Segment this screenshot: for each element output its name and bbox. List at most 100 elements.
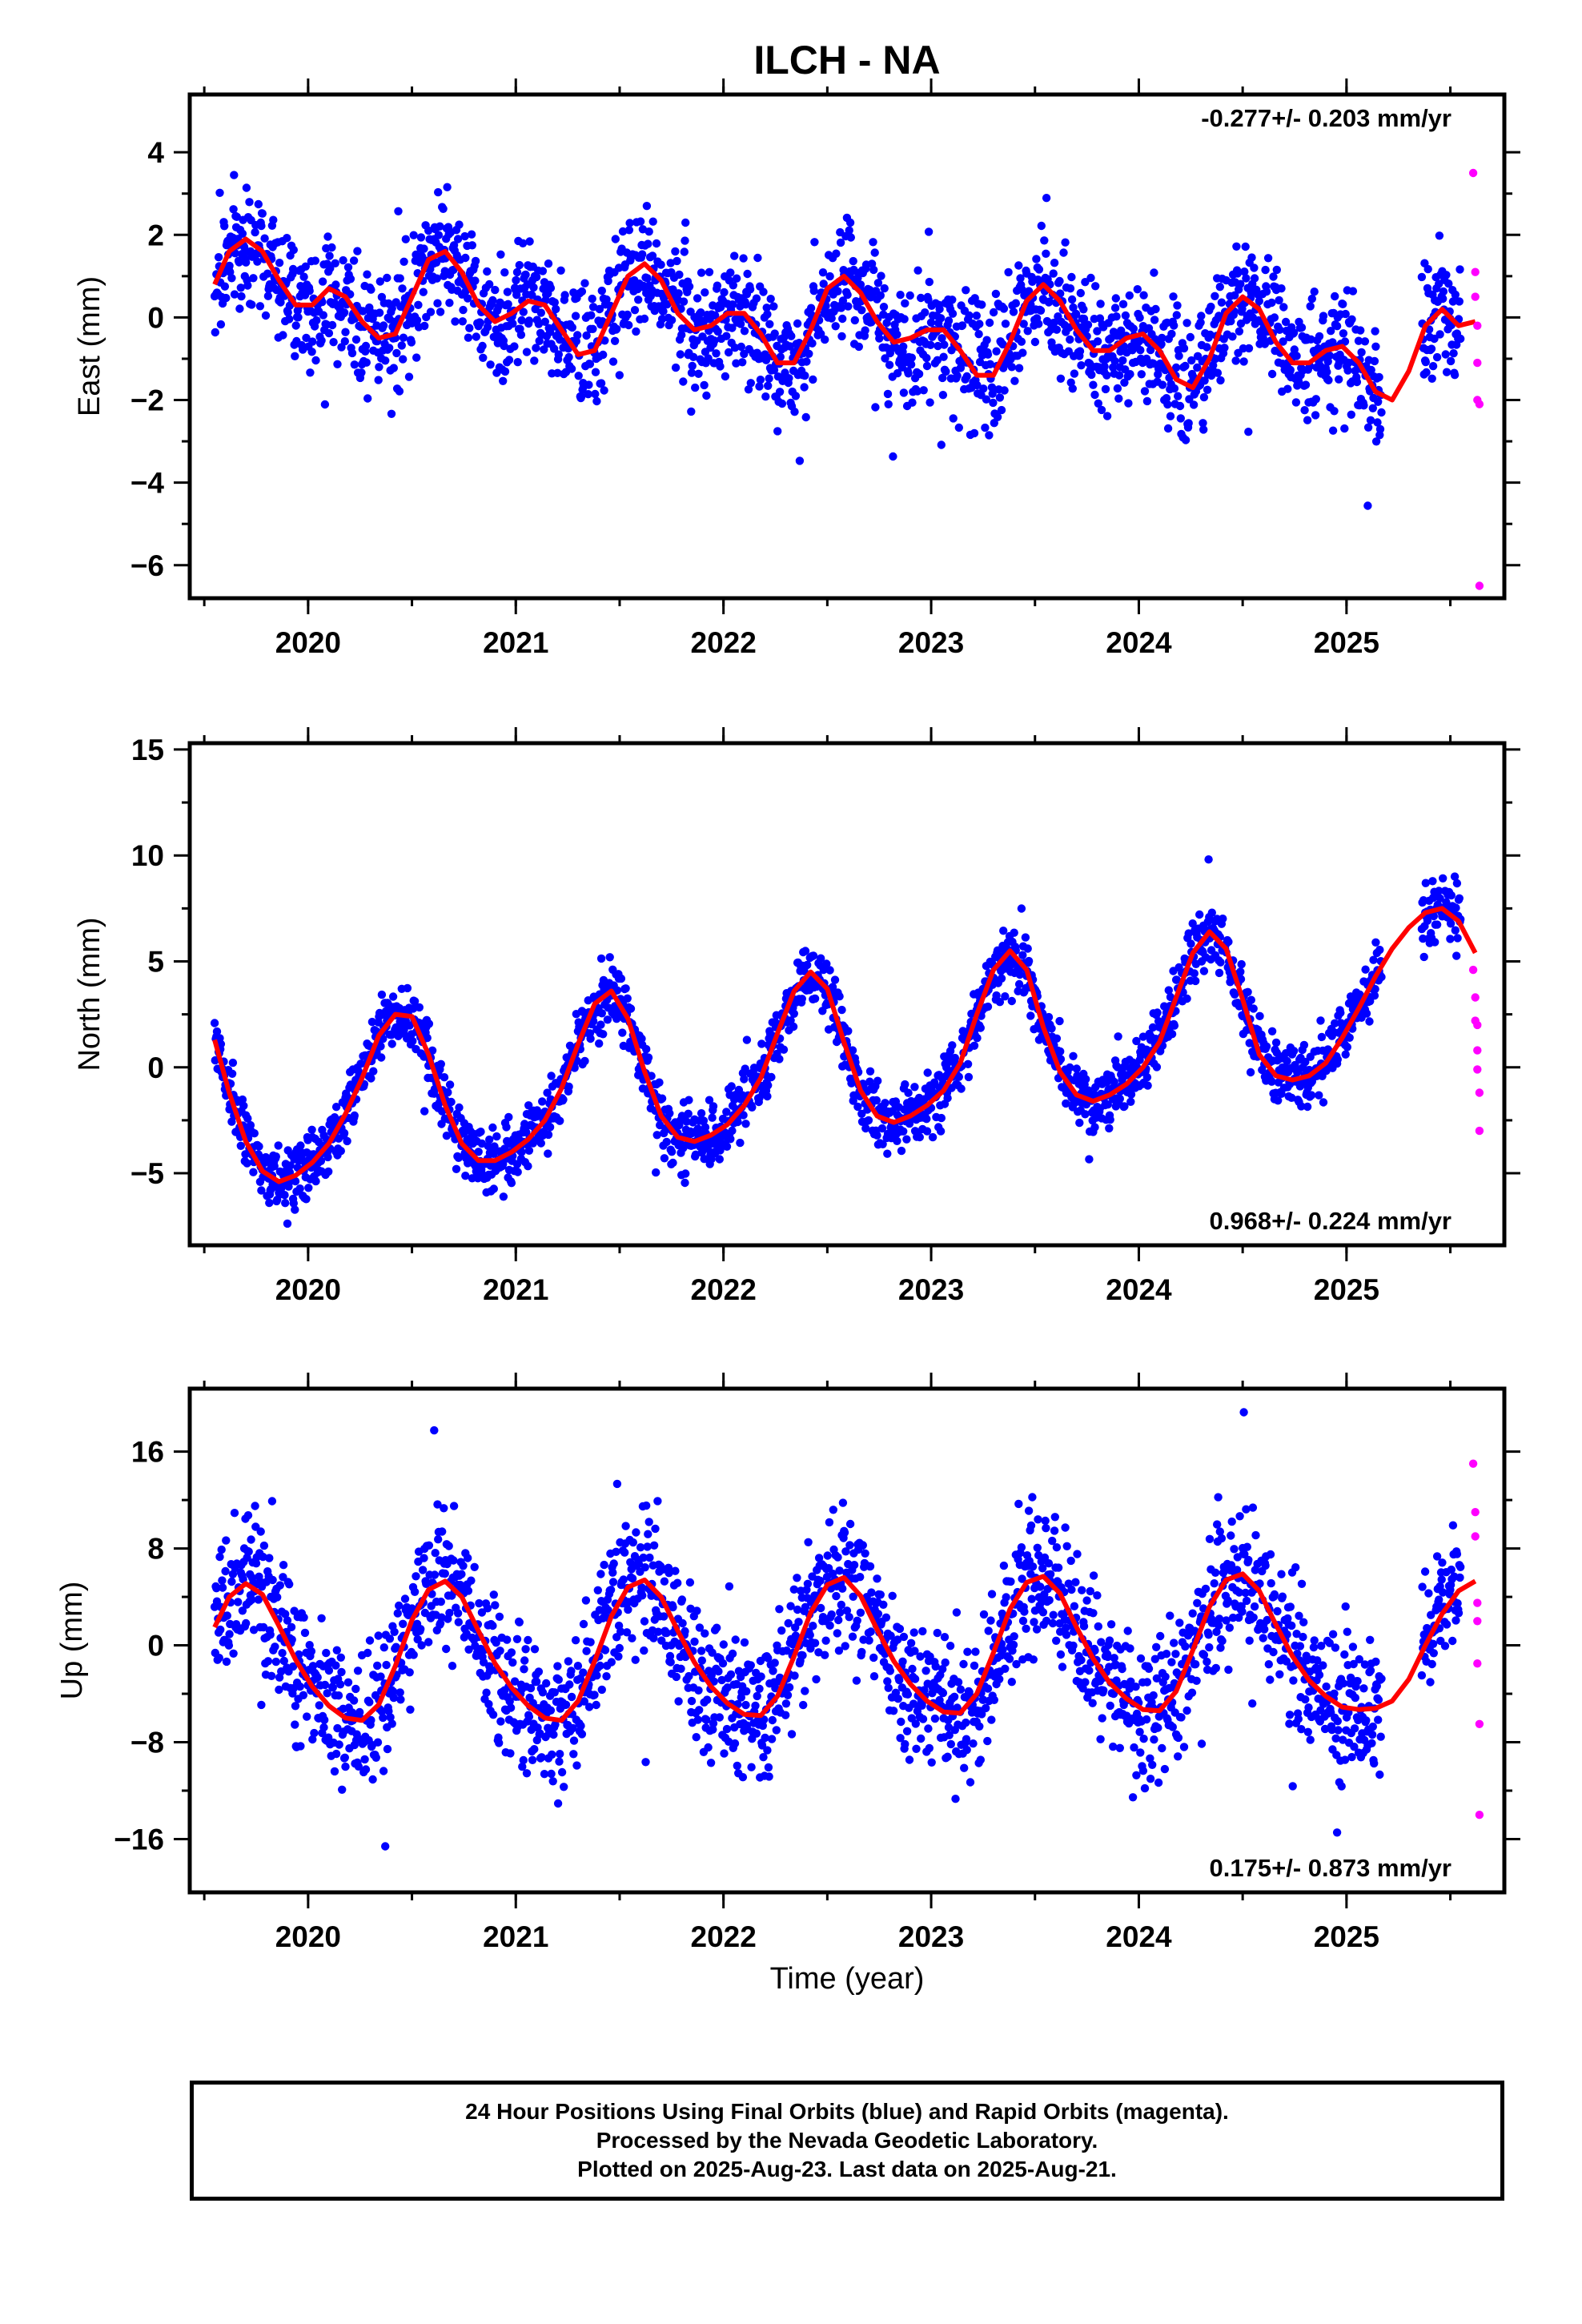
- final-orbit-point: [478, 341, 487, 351]
- final-orbit-point: [512, 275, 520, 285]
- final-orbit-point: [640, 1646, 648, 1655]
- final-orbit-point: [1220, 344, 1229, 352]
- final-orbit-point: [512, 291, 521, 300]
- final-orbit-point: [926, 340, 935, 349]
- final-orbit-point: [1327, 327, 1335, 336]
- final-orbit-point: [657, 1094, 667, 1103]
- final-orbit-point: [577, 287, 587, 296]
- final-orbit-point: [479, 353, 488, 362]
- final-orbit-point: [950, 1053, 960, 1063]
- final-orbit-point: [732, 274, 741, 283]
- final-orbit-point: [885, 360, 894, 369]
- final-orbit-point: [615, 1643, 624, 1653]
- final-orbit-point: [445, 1080, 455, 1089]
- final-orbit-point: [848, 1046, 857, 1055]
- final-orbit-point: [543, 1088, 552, 1097]
- final-orbit-point: [1432, 920, 1442, 929]
- final-orbit-point: [323, 1152, 332, 1162]
- x-tick-label: 2022: [691, 626, 757, 659]
- final-orbit-point: [1066, 1063, 1074, 1072]
- final-orbit-point: [770, 329, 779, 338]
- final-orbit-point: [1316, 1016, 1325, 1025]
- final-orbit-point: [599, 1030, 608, 1039]
- final-orbit-point: [644, 239, 652, 248]
- final-orbit-point: [324, 1167, 333, 1176]
- final-orbit-point: [395, 387, 404, 396]
- final-orbit-point: [560, 1783, 568, 1791]
- final-orbit-point: [697, 268, 706, 277]
- final-orbit-point: [642, 202, 652, 211]
- final-orbit-point: [385, 344, 394, 352]
- final-orbit-point: [628, 1538, 637, 1547]
- final-orbit-point: [495, 1612, 504, 1622]
- final-orbit-point: [453, 1609, 463, 1618]
- final-orbit-point: [667, 1148, 677, 1156]
- final-orbit-point: [460, 231, 469, 241]
- final-orbit-point: [710, 311, 720, 320]
- final-orbit-point: [488, 1149, 498, 1159]
- final-orbit-point: [905, 291, 914, 300]
- final-orbit-point: [444, 1542, 453, 1550]
- final-orbit-point: [621, 1522, 630, 1530]
- final-orbit-point: [399, 333, 408, 342]
- final-orbit-point: [1215, 968, 1224, 978]
- final-orbit-point: [612, 1547, 620, 1557]
- final-orbit-point: [295, 1184, 304, 1193]
- final-orbit-point: [665, 1109, 674, 1118]
- final-orbit-point: [1283, 384, 1292, 393]
- final-orbit-point: [828, 983, 837, 991]
- final-orbit-point: [1439, 294, 1447, 304]
- final-orbit-point: [1181, 436, 1191, 444]
- final-orbit-point: [1067, 272, 1076, 282]
- final-orbit-point: [257, 221, 266, 231]
- final-orbit-point: [620, 1548, 629, 1557]
- final-orbit-point: [982, 336, 991, 344]
- final-orbit-point: [1331, 292, 1339, 301]
- final-orbit-point: [1126, 1090, 1136, 1099]
- final-orbit-point: [1311, 411, 1320, 420]
- final-orbit-point: [526, 1683, 536, 1693]
- final-orbit-point: [1199, 419, 1207, 428]
- final-orbit-point: [1133, 285, 1142, 294]
- final-orbit-point: [930, 1078, 939, 1087]
- final-orbit-point: [317, 336, 326, 345]
- y-tick-label: 10: [131, 839, 164, 872]
- final-orbit-point: [585, 360, 595, 368]
- final-orbit-point: [459, 305, 468, 315]
- final-orbit-point: [283, 234, 291, 243]
- final-orbit-point: [636, 1543, 645, 1552]
- final-orbit-point: [1167, 329, 1176, 339]
- final-orbit-point: [1287, 1093, 1296, 1103]
- final-orbit-point: [455, 1103, 464, 1112]
- final-orbit-point: [705, 1096, 714, 1104]
- final-orbit-point: [936, 1127, 946, 1136]
- final-orbit-point: [592, 1671, 601, 1680]
- final-orbit-point: [1170, 1021, 1179, 1030]
- final-orbit-point: [304, 1184, 313, 1192]
- x-tick-label: 2021: [483, 1273, 548, 1306]
- final-orbit-point: [958, 321, 967, 330]
- final-orbit-point: [564, 1657, 573, 1666]
- final-orbit-point: [236, 283, 245, 292]
- final-orbit-point: [1091, 282, 1100, 291]
- final-orbit-point: [545, 1123, 555, 1132]
- final-orbit-point: [245, 198, 254, 207]
- final-orbit-point: [1191, 976, 1200, 986]
- final-orbit-point: [1303, 1102, 1312, 1112]
- final-orbit-point: [496, 1717, 505, 1726]
- final-orbit-point: [374, 376, 383, 384]
- final-orbit-point: [833, 287, 842, 296]
- final-orbit-point: [1286, 365, 1295, 375]
- final-orbit-point: [259, 1622, 268, 1632]
- final-orbit-point: [763, 310, 772, 319]
- final-orbit-point: [623, 310, 632, 320]
- final-orbit-point: [1125, 291, 1134, 300]
- final-orbit-point: [818, 268, 828, 277]
- final-orbit-point: [1303, 416, 1312, 424]
- final-orbit-point: [311, 1176, 320, 1186]
- final-orbit-point: [876, 291, 885, 300]
- final-orbit-point: [638, 1591, 647, 1600]
- final-orbit-point: [954, 423, 964, 432]
